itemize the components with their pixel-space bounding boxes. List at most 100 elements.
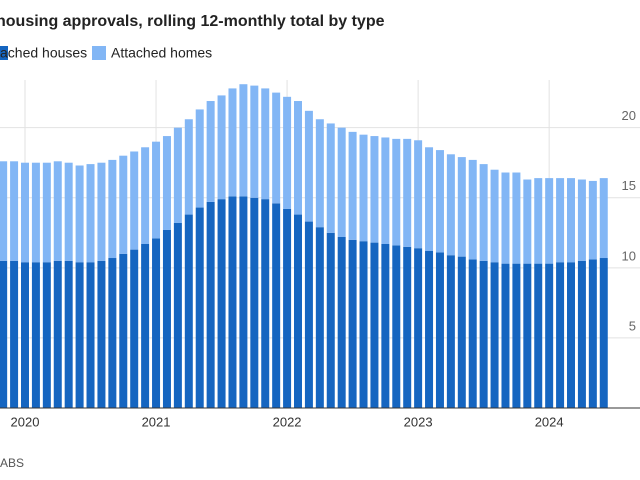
bar-segment: [206, 101, 215, 202]
bar-segment: [294, 214, 302, 408]
bar-segment: [435, 252, 444, 408]
chart-title: housing approvals, rolling 12-monthly to…: [0, 13, 385, 30]
bar-segment: [490, 169, 499, 263]
bar-segment: [206, 201, 215, 408]
bar-segment: [512, 263, 521, 408]
bar-segment: [228, 88, 237, 197]
bar-segment: [184, 119, 193, 215]
bar-segment: [0, 161, 8, 261]
bar-segment: [326, 123, 335, 233]
bar-segment: [304, 110, 313, 222]
bar-segment: [588, 259, 597, 408]
bar-segment: [392, 245, 401, 408]
bar-segment: [42, 162, 51, 263]
bar-segment: [239, 84, 248, 197]
bar-segment: [370, 136, 379, 243]
bar-segment: [141, 244, 150, 408]
bar-segment: [10, 161, 19, 261]
bar-segment: [86, 262, 95, 408]
bar-segment: [272, 92, 281, 204]
bar-segment: [403, 138, 412, 247]
bar-segment: [414, 248, 423, 408]
bar-segment: [556, 178, 565, 263]
bar-segment: [446, 154, 455, 256]
bar-segment: [294, 101, 302, 215]
bar-segment: [348, 131, 357, 240]
bar-segment: [457, 157, 466, 257]
bar-segment: [567, 262, 575, 408]
legend-swatch: [92, 46, 106, 60]
bar-segment: [31, 162, 40, 263]
bar-segment: [173, 222, 182, 408]
legend-swatch: [0, 46, 8, 60]
bar-segment: [162, 136, 171, 230]
bar-segment: [381, 137, 390, 244]
legend-label: ached houses: [0, 45, 87, 61]
bar-segment: [184, 214, 193, 408]
bar-segment: [457, 256, 466, 408]
bar-segment: [490, 262, 499, 408]
bar-segment: [31, 262, 40, 408]
bar-segment: [337, 236, 346, 408]
bar-segment: [239, 196, 248, 408]
bar-segment: [359, 134, 368, 242]
bar-segment: [64, 260, 73, 408]
bar-segment: [108, 159, 117, 259]
bar-segment: [53, 260, 62, 408]
bar-segment: [425, 251, 434, 408]
bar-segment: [119, 155, 128, 254]
bar-segment: [42, 262, 51, 408]
bar-segment: [523, 263, 532, 408]
bar-segment: [119, 253, 128, 408]
bar-segment: [75, 262, 84, 408]
bar-segment: [599, 178, 608, 259]
x-tick-label: 2022: [273, 414, 302, 429]
bar-segment: [337, 127, 346, 237]
bar-segment: [512, 172, 521, 264]
bar-segment: [315, 227, 324, 408]
bar-segment: [250, 197, 259, 408]
x-tick-label: 2024: [535, 414, 564, 429]
bar-segment: [479, 164, 488, 261]
bar-segment: [0, 260, 8, 408]
bar-segment: [283, 96, 292, 209]
bar-segment: [261, 88, 270, 200]
bar-segment: [468, 159, 477, 260]
bar-segment: [468, 259, 477, 408]
bar-segment: [588, 180, 597, 260]
bar-segment: [381, 244, 390, 408]
bar-segment: [53, 161, 62, 261]
bar-segment: [556, 262, 565, 408]
bar-segment: [152, 238, 161, 408]
bar-segment: [479, 260, 488, 408]
y-tick-label: 20: [622, 108, 636, 123]
bar-segment: [162, 229, 171, 408]
y-tick-label: 5: [629, 318, 636, 333]
bar-segment: [250, 85, 259, 198]
bar-segment: [195, 207, 204, 408]
bar-segment: [10, 260, 19, 408]
bar-segment: [130, 249, 139, 408]
y-tick-label: 15: [622, 178, 636, 193]
bar-segment: [152, 141, 161, 239]
bar-segment: [545, 178, 554, 264]
bar-segment: [501, 263, 510, 408]
legend-label: Attached homes: [111, 45, 212, 61]
bar-segment: [348, 239, 357, 408]
bar-segment: [414, 140, 423, 249]
bar-segment: [195, 109, 204, 208]
bar-segment: [64, 162, 73, 261]
bar-segment: [545, 263, 554, 408]
bar-segment: [599, 258, 608, 408]
bar-segment: [272, 203, 281, 408]
y-tick-label: 10: [622, 248, 636, 263]
bar-segment: [97, 260, 106, 408]
bar-segment: [534, 263, 543, 408]
bar-segment: [370, 242, 379, 408]
x-tick-label: 2021: [142, 414, 171, 429]
bar-segment: [359, 241, 368, 408]
bar-segment: [446, 255, 455, 408]
bar-segment: [228, 196, 237, 408]
bar-segment: [283, 208, 292, 408]
